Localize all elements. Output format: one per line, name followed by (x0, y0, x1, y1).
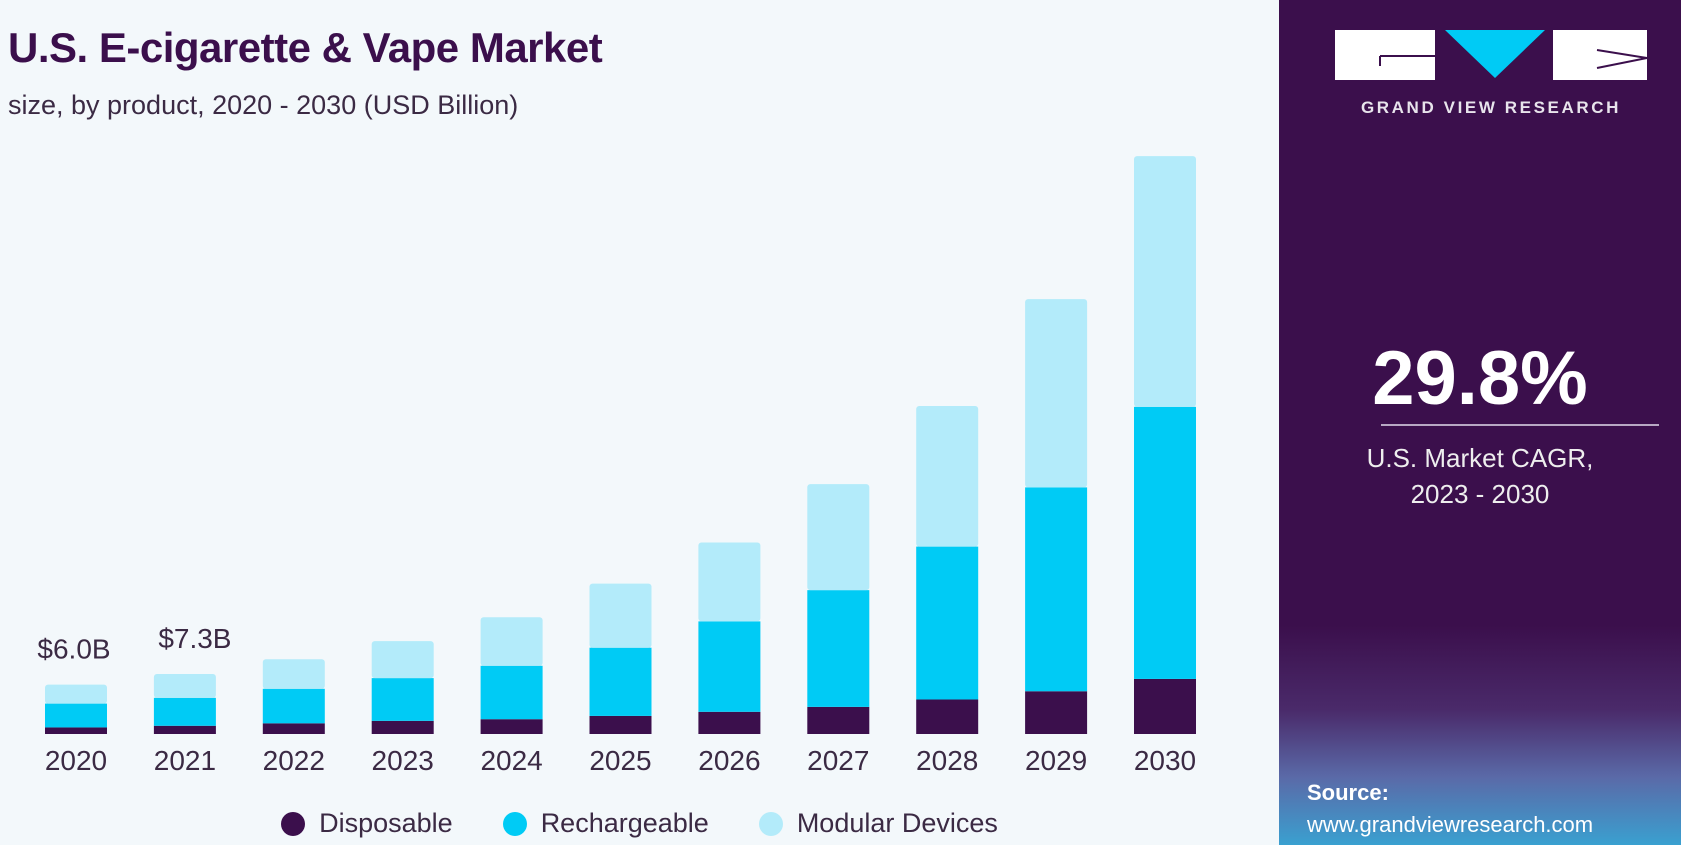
bar-modular-devices-2028 (916, 406, 979, 547)
bar-rechargeable-2028 (916, 546, 979, 700)
legend-item-disposable: Disposable (281, 808, 453, 839)
bar-disposable-2028 (916, 699, 979, 734)
grand-view-research-logo (1335, 30, 1647, 80)
bar-modular-devices-2024 (480, 617, 543, 666)
source-label: Source: (1307, 780, 1389, 805)
legend-item-rechargeable: Rechargeable (502, 808, 709, 839)
bar-rechargeable-2025 (589, 647, 652, 716)
bar-rechargeable-2022 (262, 688, 325, 724)
bar-rechargeable-2029 (1025, 487, 1088, 692)
x-tick-label: 2022 (263, 745, 325, 776)
bar-rechargeable-2023 (371, 678, 434, 721)
x-tick-label: 2029 (1025, 745, 1087, 776)
chart-subtitle: size, by product, 2020 - 2030 (USD Billi… (8, 90, 519, 120)
bar-rechargeable-2026 (698, 621, 761, 712)
legend-swatch-disposable (281, 811, 306, 836)
legend-label: Rechargeable (540, 808, 709, 838)
bar-rechargeable-2024 (480, 665, 543, 720)
x-tick-label: 2024 (480, 745, 542, 776)
bar-modular-devices-2023 (371, 641, 434, 679)
x-tick-label: 2021 (154, 745, 216, 776)
bar-disposable-2030 (1134, 678, 1196, 734)
bar-disposable-2027 (807, 706, 870, 734)
info-panel: GRAND VIEW RESEARCH 29.8% U.S. Market CA… (1279, 0, 1681, 845)
bar-disposable-2024 (480, 719, 543, 734)
bar-rechargeable-2030 (1134, 406, 1196, 679)
bar-modular-devices-2020 (45, 684, 107, 704)
bar-disposable-2021 (153, 725, 216, 734)
bar-disposable-2029 (1025, 691, 1088, 734)
bar-modular-devices-2021 (153, 673, 216, 698)
cagr-label-line2: 2023 - 2030 (1410, 479, 1550, 509)
bar-modular-devices-2029 (1025, 299, 1088, 488)
legend-label: Disposable (319, 808, 453, 838)
bar-disposable-2023 (371, 720, 434, 734)
x-tick-label: 2026 (698, 745, 760, 776)
data-label: $6.0B (37, 634, 110, 665)
bar-rechargeable-2021 (153, 697, 216, 726)
x-tick-label: 2025 (589, 745, 651, 776)
legend-swatch-rechargeable (502, 811, 527, 836)
bar-rechargeable-2027 (807, 590, 870, 707)
bar-chart: 2020 $6.0B 2021 $7.3B 2022 2023 2024 2025 2026 20… (37, 156, 1196, 776)
bar-disposable-2025 (589, 715, 652, 734)
data-label: $7.3B (158, 623, 231, 654)
legend-label: Modular Devices (796, 808, 998, 838)
bar-modular-devices-2030 (1134, 156, 1196, 407)
x-tick-label: 2028 (916, 745, 978, 776)
source-url[interactable]: www.grandviewresearch.com (1307, 812, 1594, 837)
bar-modular-devices-2022 (262, 659, 325, 689)
cagr-value: 29.8% (1372, 336, 1588, 421)
bar-modular-devices-2026 (698, 542, 761, 622)
bar-modular-devices-2027 (807, 484, 870, 591)
brand-name: GRAND VIEW RESEARCH (1360, 98, 1622, 117)
bar-disposable-2020 (45, 727, 107, 734)
x-tick-label: 2027 (807, 745, 869, 776)
cagr-label-line1: U.S. Market CAGR, (1366, 443, 1594, 473)
legend: Disposable Rechargeable Modular Devices (0, 808, 1279, 839)
bar-disposable-2022 (262, 723, 325, 734)
x-tick-label: 2020 (45, 745, 107, 776)
x-tick-label: 2030 (1134, 745, 1196, 776)
chart-title: U.S. E-cigarette & Vape Market (8, 24, 603, 71)
legend-item-modular: Modular Devices (758, 808, 998, 839)
bar-modular-devices-2025 (589, 583, 652, 648)
legend-swatch-modular (758, 811, 783, 836)
divider (1381, 424, 1659, 426)
cagr-label: U.S. Market CAGR, 2023 - 2030 (1279, 440, 1681, 512)
bar-rechargeable-2020 (45, 703, 107, 728)
bar-disposable-2026 (698, 711, 761, 734)
x-tick-label: 2023 (372, 745, 434, 776)
